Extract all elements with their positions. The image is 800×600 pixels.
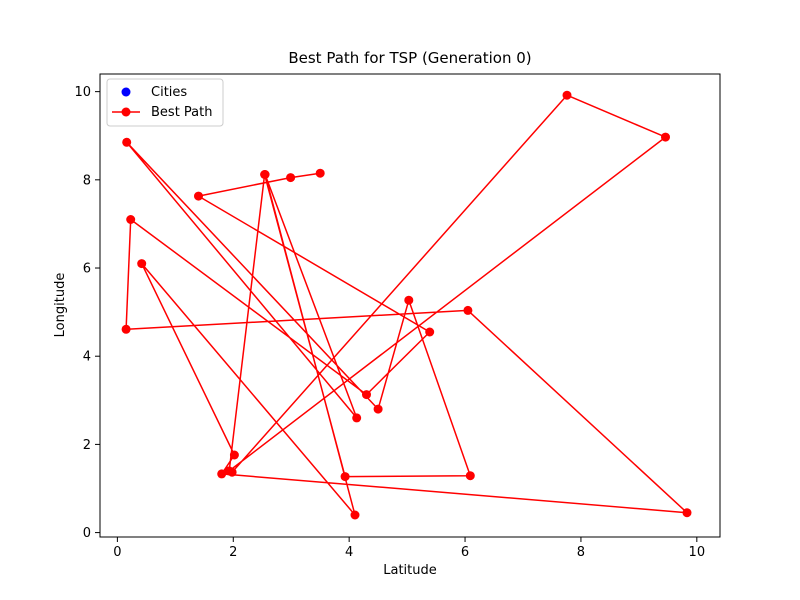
city-point-15 [122,137,132,147]
city-point-5 [126,215,136,224]
city-point-24 [227,467,237,477]
legend-box [106,78,224,127]
x-tick-label-3: 6 [461,545,469,560]
x-tick-label-5: 10 [689,545,706,560]
legend-cities-marker [121,87,131,97]
x-tick-label-0: 0 [113,545,121,560]
city-point-11 [137,259,147,269]
chart-title: Best Path for TSP (Generation 0) [288,49,531,67]
y-tick-label-3: 6 [83,262,91,277]
city-point-8 [682,508,692,518]
x-tick-label-1: 2 [229,545,237,560]
city-point-17 [404,295,414,305]
city-point-14 [352,413,362,423]
y-tick-label-5: 10 [74,85,91,100]
legend: Cities Best Path [106,78,224,127]
x-axis-label: Latitude [383,563,437,578]
city-point-20 [260,170,270,179]
city-point-18 [465,471,475,481]
plot-area [99,73,721,538]
city-point-10 [229,450,239,460]
city-point-23 [562,90,572,100]
city-point-19 [340,472,350,482]
x-axis: 0 2 4 6 8 10 [113,537,705,560]
city-point-22 [661,132,670,142]
city-point-7 [463,305,473,315]
city-point-4 [362,390,371,400]
city-point-0 [315,168,325,178]
city-point-6 [121,324,131,334]
city-point-16 [373,404,383,414]
city-point-1 [286,173,296,183]
y-axis-label: Longitude [53,273,68,338]
y-tick-label-2: 4 [83,350,91,365]
city-point-2 [194,191,203,201]
plot-frame [99,73,721,538]
x-tick-label-2: 4 [345,545,353,560]
legend-cities-label: Cities [151,85,187,100]
y-tick-label-1: 2 [83,438,91,453]
city-point-3 [425,327,435,337]
y-tick-label-0: 0 [83,526,91,541]
legend-best-path-label: Best Path [151,105,212,120]
legend-best-path-marker [121,107,131,117]
city-point-9 [217,469,227,479]
x-tick-label-4: 8 [577,545,585,560]
y-tick-label-4: 8 [83,173,91,188]
y-axis: 0 2 4 6 8 10 [74,85,100,541]
city-point-12 [350,510,360,520]
